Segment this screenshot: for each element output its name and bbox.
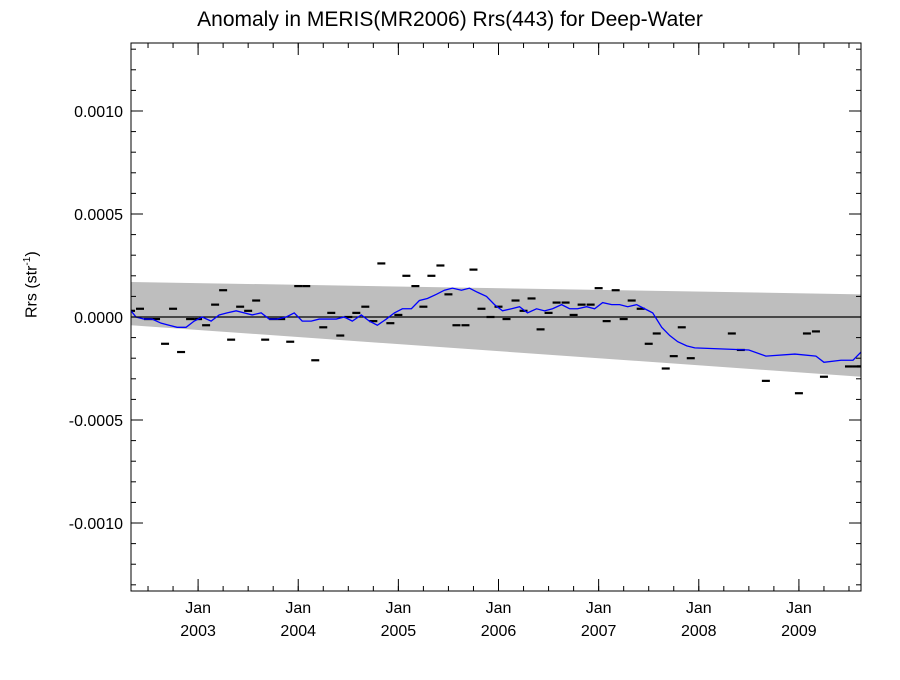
- x-tick-label-month: Jan: [285, 600, 311, 617]
- y-axis-label: Rrs (str-1): [22, 251, 41, 318]
- x-tick-label-month: Jan: [586, 600, 612, 617]
- x-tick-label-month: Jan: [686, 600, 712, 617]
- chart-title: Anomaly in MERIS(MR2006) Rrs(443) for De…: [197, 8, 703, 31]
- x-tick-label-year: 2005: [381, 623, 417, 640]
- y-tick-label: 0.0010: [74, 104, 123, 121]
- x-tick-label-year: 2004: [280, 623, 316, 640]
- x-tick-label-year: 2007: [581, 623, 617, 640]
- y-tick-label: -0.0005: [69, 413, 123, 430]
- x-tick-label-month: Jan: [486, 600, 512, 617]
- y-tick-label: 0.0000: [74, 310, 123, 327]
- x-tick-label-month: Jan: [786, 600, 812, 617]
- x-tick-label-month: Jan: [185, 600, 211, 617]
- x-tick-label-month: Jan: [385, 600, 411, 617]
- uncertainty-band: [131, 281, 861, 377]
- running-mean-line: [131, 287, 861, 364]
- y-tick-label: 0.0005: [74, 207, 123, 224]
- x-tick-label-year: 2003: [180, 623, 216, 640]
- x-tick-label-year: 2006: [481, 623, 517, 640]
- x-tick-label-year: 2009: [781, 623, 817, 640]
- y-tick-label: -0.0010: [69, 516, 123, 533]
- x-tick-label-year: 2008: [681, 623, 717, 640]
